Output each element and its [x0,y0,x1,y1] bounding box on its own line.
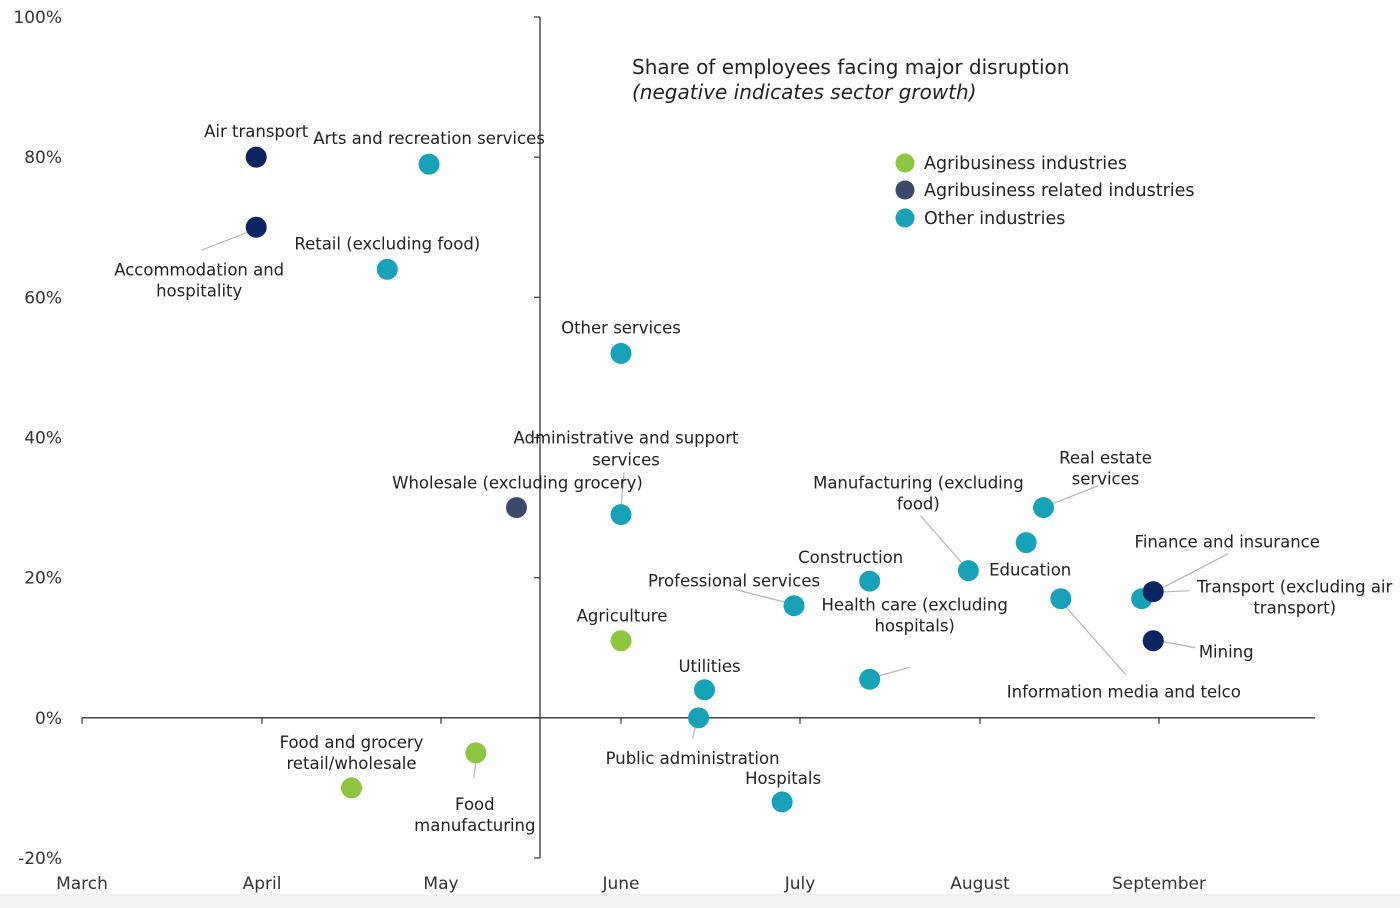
point-label: hospitals) [874,616,954,635]
scatter-point [688,707,710,729]
label-connector-line [735,589,788,604]
point-label: Public administration [606,749,780,768]
scatter-point [859,570,881,592]
point-label: Education [989,561,1071,580]
scatter-point [610,504,632,526]
scatter-point [465,742,487,764]
chart-legend: Agribusiness industries Agribusiness rel… [895,153,1195,229]
point-label: Food [455,795,495,814]
scatter-point [771,791,793,813]
label-connector-line [620,472,625,509]
point-label: Arts and recreation services [313,129,545,148]
point-label: Real estate [1059,449,1152,468]
point-label: Accommodation and [114,260,284,279]
point-label: manufacturing [414,816,535,835]
point-label: Utilities [678,657,740,676]
scatter-point [957,560,979,582]
scatter-point [1050,588,1072,610]
point-label: Food and grocery [280,733,424,752]
legend-marker-agribusiness [895,153,915,173]
scatter-point [610,342,632,364]
label-connector-line [919,515,964,566]
point-label: Other services [561,318,681,337]
point-label: Hospitals [745,769,821,788]
y-tick-label: 100% [13,8,62,28]
point-label: Air transport [204,122,309,141]
chart-subtitle-text: (negative indicates sector growth) [632,80,977,104]
point-label: food) [897,495,940,514]
point-label: Finance and insurance [1135,533,1320,552]
label-connector-line [691,725,697,739]
bottom-band [0,894,1400,908]
scatter-point [245,216,267,238]
legend-item: Agribusiness related industries [895,180,1195,201]
point-label: Agriculture [577,607,668,626]
scatter-point [505,497,527,519]
y-tick-label: 20% [24,569,62,589]
legend-label: Agribusiness related industries [924,181,1195,201]
chart-title: Share of employees facing major disrupti… [632,55,1069,104]
y-tick-label: 60% [24,288,62,308]
scatter-point [1142,581,1164,603]
x-tick-label: March [56,874,108,894]
legend-item: Agribusiness industries [895,153,1127,174]
legend-label: Other industries [924,209,1065,229]
point-label: hospitality [156,281,242,300]
y-tick-label: 0% [35,709,62,729]
point-label: Information media and telco [1007,683,1241,702]
scatter-point [610,630,632,652]
point-label: Health care (excluding [822,595,1008,614]
y-tick-label: 80% [24,148,62,168]
x-tick-label: April [243,874,282,894]
point-label: Mining [1199,643,1254,662]
scatter-point [859,668,881,690]
point-label: Administrative and support [514,429,740,448]
scatter-point [1015,532,1037,554]
legend-marker-other [895,208,915,228]
data-points [245,146,1164,813]
scatter-point [376,258,398,280]
label-connector-line [473,760,477,778]
axes: 100% 80% 60% 40% 20% 0% -20% March April May June J… [13,8,1315,894]
scatter-point [418,153,440,175]
label-connector-line [1050,485,1099,506]
label-connector-line [200,230,251,251]
label-connector-line [1159,640,1196,649]
scatter-point [694,679,716,701]
point-label: services [1072,470,1140,489]
y-tick-label: 40% [24,429,62,449]
point-label: services [592,451,660,470]
x-tick-label: July [784,874,816,894]
x-tick-label: June [601,874,639,894]
scatter-point [341,777,362,799]
chart-title-text: Share of employees facing major disrupti… [632,55,1069,79]
point-label: Retail (excluding food) [294,234,480,253]
legend-marker-agribusiness-related [895,180,915,200]
point-label: Manufacturing (excluding [813,474,1024,493]
legend-label: Agribusiness industries [924,154,1127,174]
point-label: Wholesale (excluding grocery) [392,474,643,493]
scatter-point [1142,630,1164,652]
point-label: retail/wholesale [286,754,416,773]
scatter-point [783,595,805,617]
scatter-point [245,146,267,168]
x-tick-label: September [1112,874,1206,894]
label-connector-line [1063,604,1127,676]
y-tick-label: -20% [18,849,62,869]
x-tick-label: August [950,874,1010,894]
point-label: Professional services [648,572,820,591]
label-connector-line [873,666,910,678]
point-label: Construction [798,548,903,567]
scatter-point [1033,497,1055,519]
point-label: Transport (excluding air [1196,578,1392,597]
point-label: transport) [1253,599,1336,618]
legend-item: Other industries [895,208,1065,229]
x-tick-label: May [423,874,458,894]
point-labels: Agriculture Food and grocery retail/wholes… [114,122,1392,835]
